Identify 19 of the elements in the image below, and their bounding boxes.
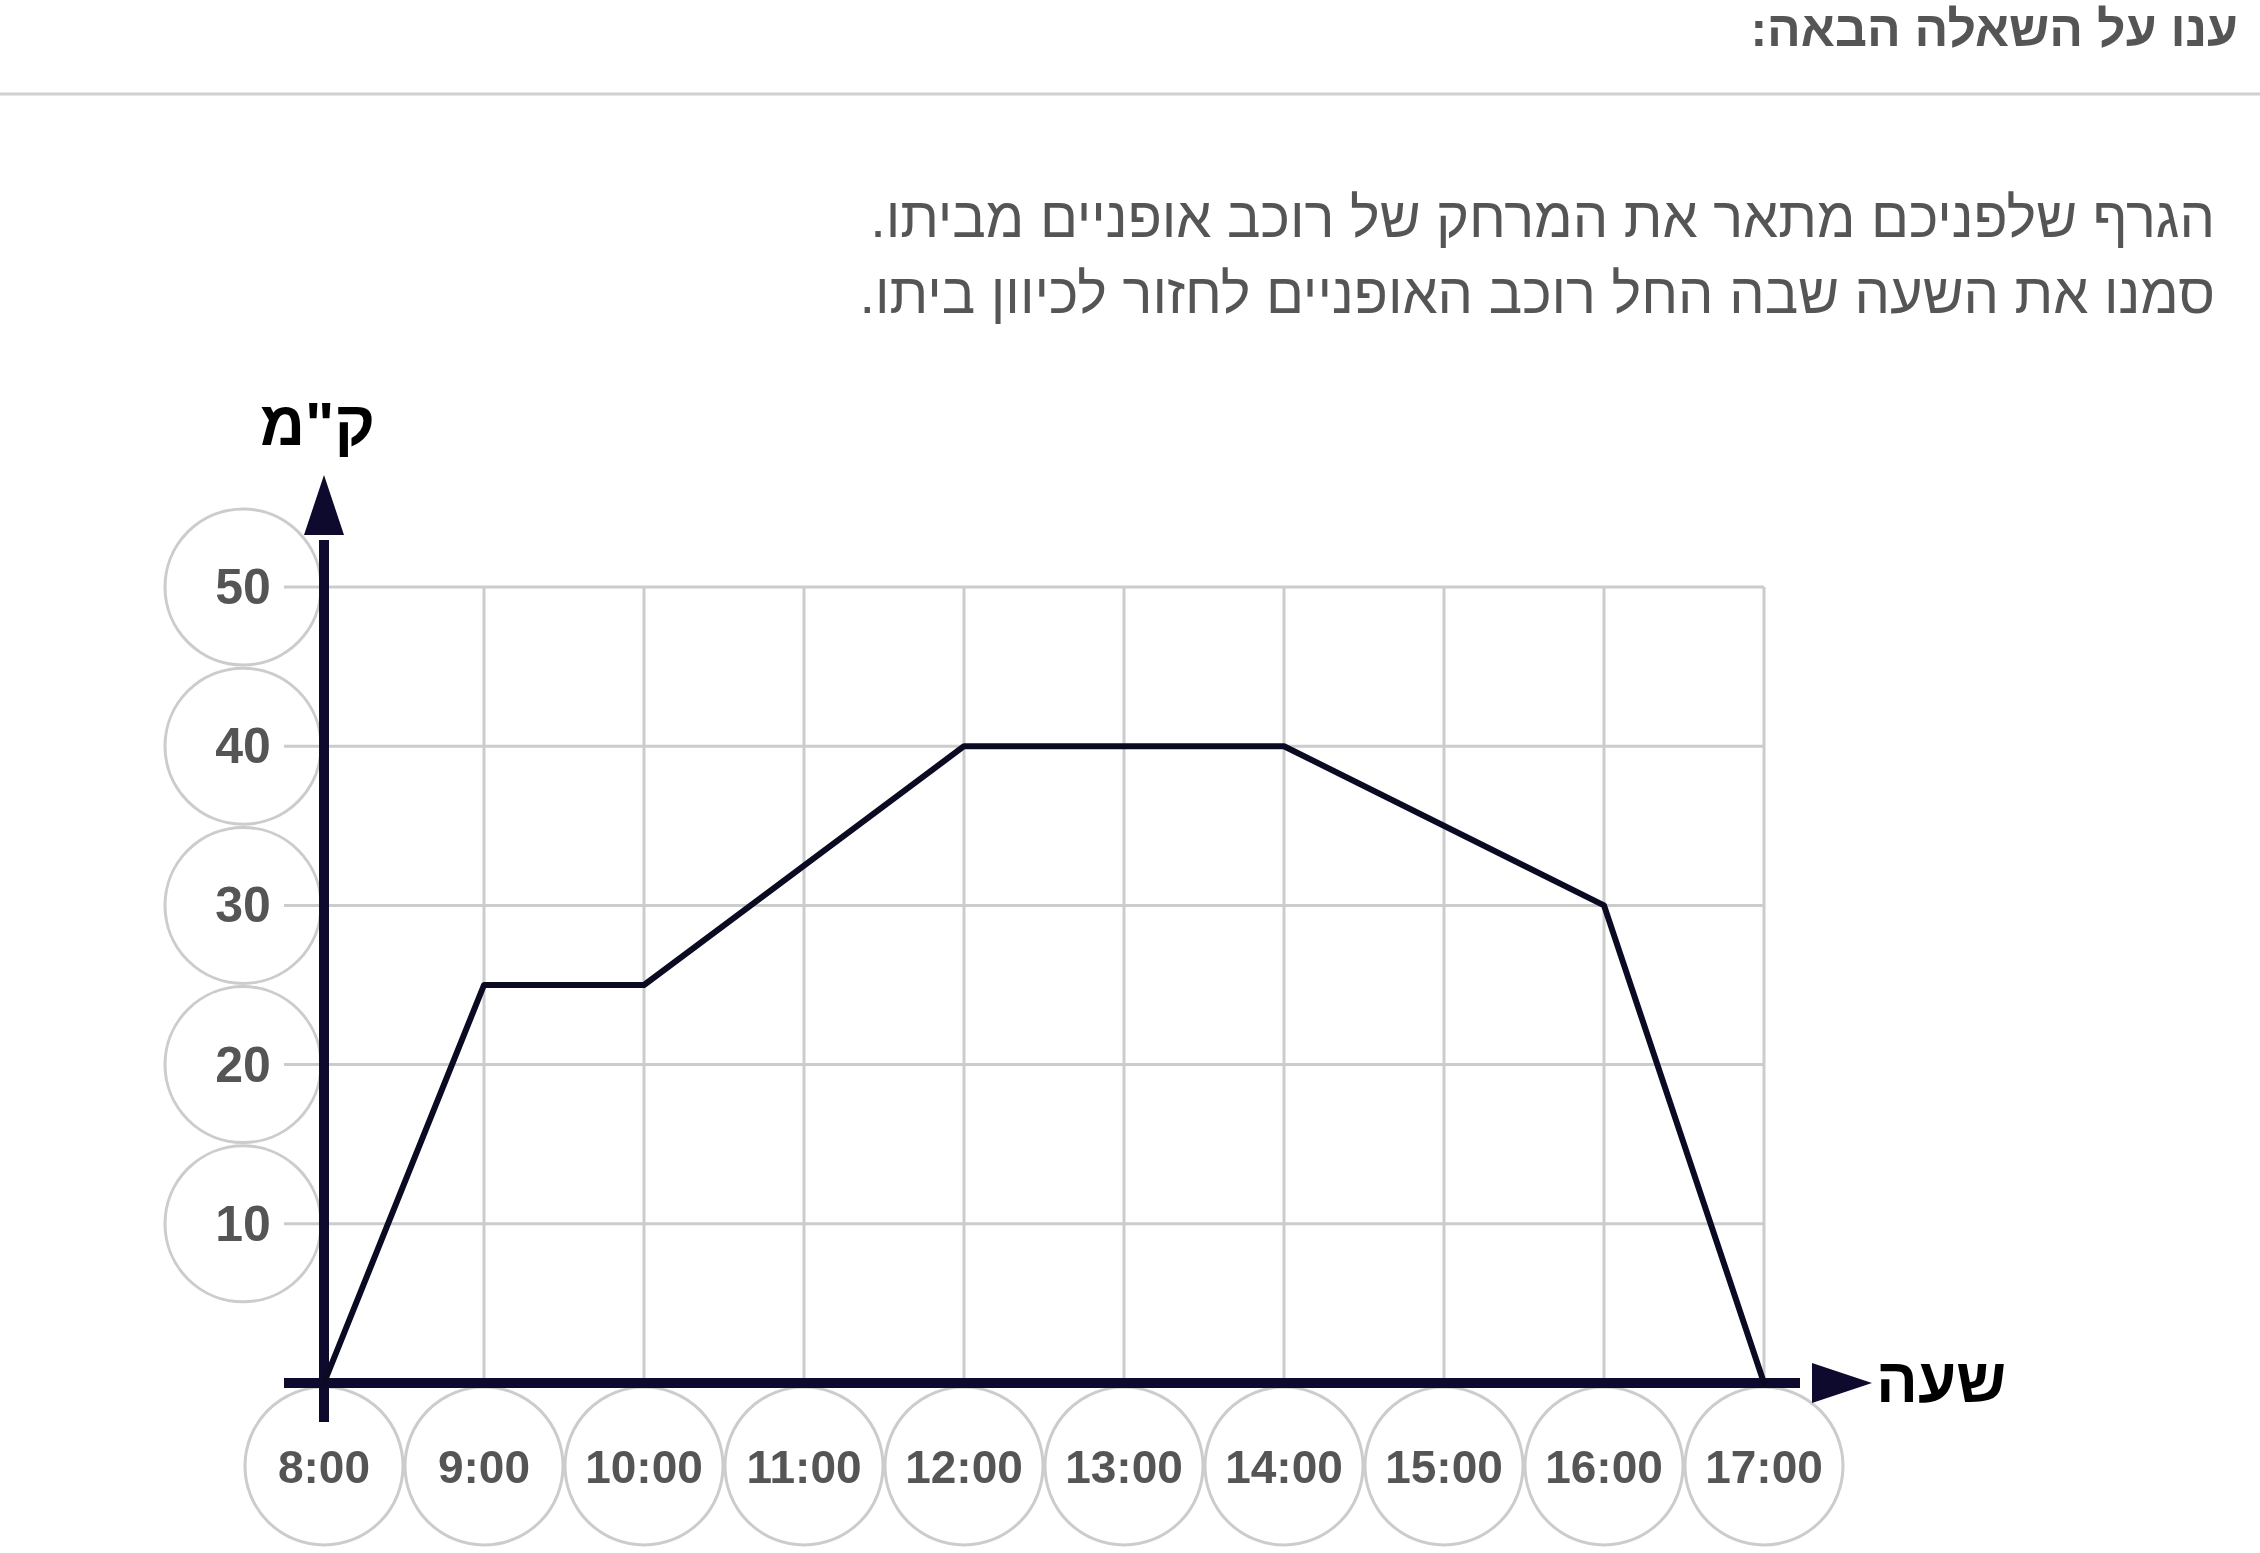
y-axis-title: ק"מ bbox=[260, 388, 375, 459]
y-tick-label: 30 bbox=[215, 877, 271, 934]
x-tick-label: 14:00 bbox=[1225, 1441, 1343, 1493]
x-tick-label: 12:00 bbox=[905, 1441, 1023, 1493]
x-tick-label: 16:00 bbox=[1545, 1441, 1663, 1493]
x-tick-label: 8:00 bbox=[277, 1441, 371, 1493]
x-tick-label: 15:00 bbox=[1385, 1441, 1503, 1493]
x-tick-label: 13:00 bbox=[1065, 1441, 1183, 1493]
y-tick-label: 20 bbox=[215, 1036, 271, 1093]
x-tick-label: 11:00 bbox=[746, 1441, 862, 1493]
y-tick-label: 40 bbox=[215, 718, 271, 775]
x-axis-title: שעה bbox=[1876, 1345, 2007, 1416]
x-tick-label: 9:00 bbox=[437, 1441, 531, 1493]
x-tick-label: 10:00 bbox=[585, 1441, 703, 1493]
chart-subtitle: הגרף שלפניכם מתאר את המרחק של רוכב אופניים מביתו. סמנו את השעה שבה החל רוכב האופניים לחזור לכיוון ביתו. bbox=[859, 185, 2215, 326]
text: ענו על השאלה הבאה: bbox=[1750, 0, 2238, 58]
x-tick-label: 17:00 bbox=[1705, 1441, 1823, 1493]
y-tick-label: 10 bbox=[215, 1195, 271, 1252]
y-tick-label: 50 bbox=[215, 559, 271, 615]
